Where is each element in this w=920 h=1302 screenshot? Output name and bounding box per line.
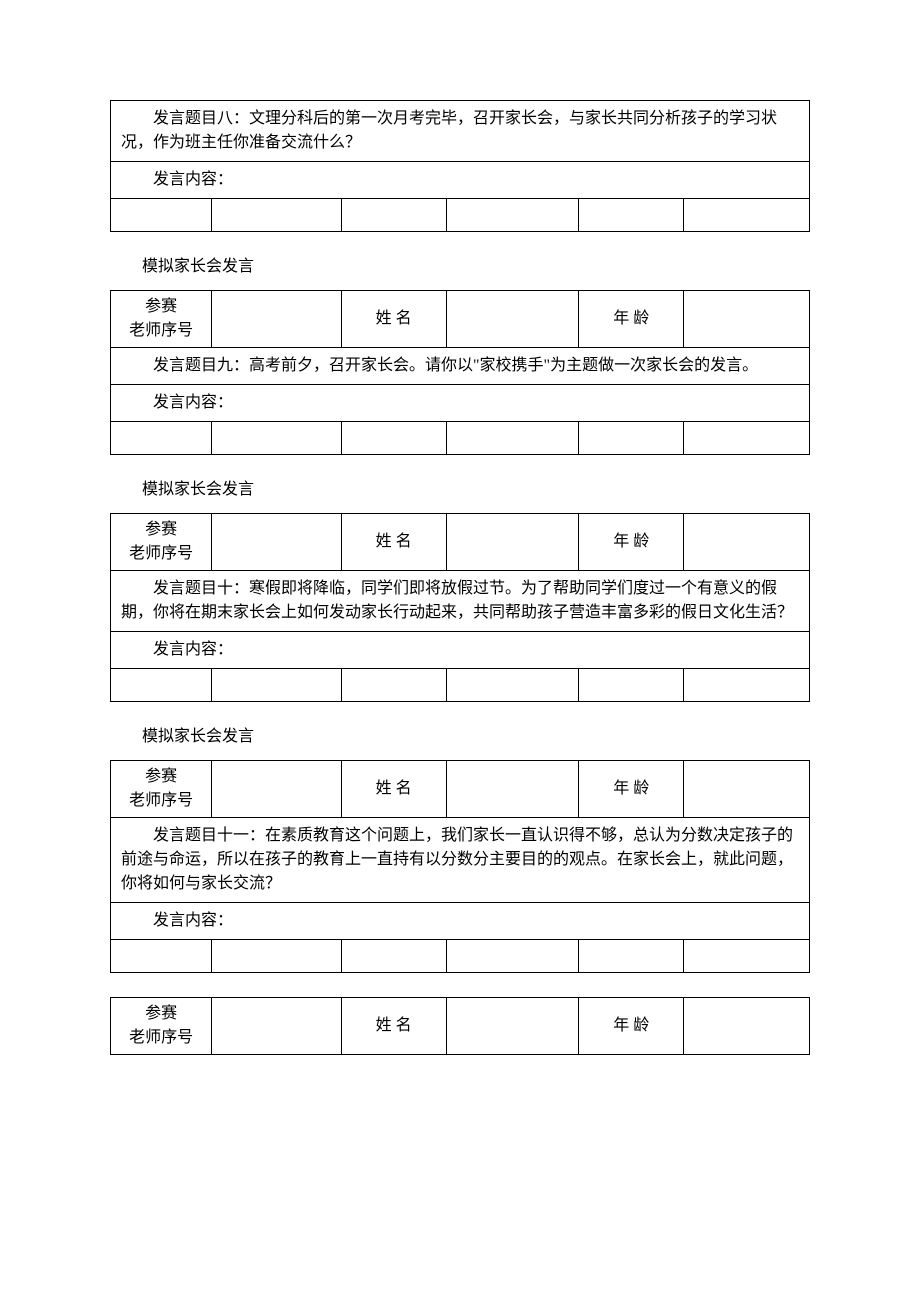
empty-cell — [446, 199, 579, 232]
empty-cell — [579, 940, 684, 973]
block-caption: 模拟家长会发言 — [110, 252, 810, 276]
table-row: 参赛 老师序号 姓 名 年 龄 — [111, 761, 810, 818]
topic-text: 发言题目十一：在素质教育这个问题上，我们家长一直认识得不够，总认为分数决定孩子的… — [121, 824, 799, 896]
table-row: 发言题目十：寒假即将降临，同学们即将放假过节。为了帮助同学们度过一个有意义的假期… — [111, 571, 810, 632]
age-value — [684, 998, 810, 1055]
contestant-no-label: 参赛 老师序号 — [111, 761, 212, 818]
speech-block-11: 参赛 老师序号 姓 名 年 龄 发言题目十一：在素质教育这个问题上，我们家长一直… — [110, 760, 810, 973]
table-row: 发言题目九：高考前夕，召开家长会。请你以"家校携手"为主题做一次家长会的发言。 — [111, 348, 810, 385]
empty-cell — [212, 940, 341, 973]
empty-cell — [341, 669, 446, 702]
contestant-no-label: 参赛 老师序号 — [111, 514, 212, 571]
empty-cell — [684, 669, 810, 702]
topic-text: 发言题目十：寒假即将降临，同学们即将放假过节。为了帮助同学们度过一个有意义的假期… — [121, 577, 799, 625]
empty-cell — [212, 422, 341, 455]
topic-cell: 发言题目九：高考前夕，召开家长会。请你以"家校携手"为主题做一次家长会的发言。 — [111, 348, 810, 385]
speech-block-next: 参赛 老师序号 姓 名 年 龄 — [110, 997, 810, 1055]
table-row — [111, 422, 810, 455]
empty-cell — [579, 199, 684, 232]
topic-text: 发言题目八：文理分科后的第一次月考完毕，召开家长会，与家长共同分析孩子的学习状况… — [121, 107, 799, 155]
empty-cell — [446, 940, 579, 973]
age-value — [684, 291, 810, 348]
table-row: 参赛 老师序号 姓 名 年 龄 — [111, 998, 810, 1055]
topic-cell: 发言题目十：寒假即将降临，同学们即将放假过节。为了帮助同学们度过一个有意义的假期… — [111, 571, 810, 632]
name-value — [446, 514, 579, 571]
empty-cell — [341, 199, 446, 232]
document-page: 发言题目八：文理分科后的第一次月考完毕，召开家长会，与家长共同分析孩子的学习状况… — [0, 0, 920, 1115]
table-row: 发言内容： — [111, 385, 810, 422]
table-row: 发言内容： — [111, 903, 810, 940]
contestant-no-value — [212, 761, 341, 818]
contestant-no-value — [212, 514, 341, 571]
table-row: 参赛 老师序号 姓 名 年 龄 — [111, 291, 810, 348]
table: 参赛 老师序号 姓 名 年 龄 — [110, 997, 810, 1055]
table-row — [111, 669, 810, 702]
empty-cell — [212, 669, 341, 702]
table-row — [111, 940, 810, 973]
table-row: 发言题目十一：在素质教育这个问题上，我们家长一直认识得不够，总认为分数决定孩子的… — [111, 818, 810, 903]
empty-cell — [341, 422, 446, 455]
table: 参赛 老师序号 姓 名 年 龄 发言题目十：寒假即将降临，同学们即将放假过节。为… — [110, 513, 810, 702]
table-row: 发言题目八：文理分科后的第一次月考完毕，召开家长会，与家长共同分析孩子的学习状况… — [111, 101, 810, 162]
table: 参赛 老师序号 姓 名 年 龄 发言题目十一：在素质教育这个问题上，我们家长一直… — [110, 760, 810, 973]
block-caption: 模拟家长会发言 — [110, 722, 810, 746]
topic-text: 发言题目九：高考前夕，召开家长会。请你以"家校携手"为主题做一次家长会的发言。 — [121, 354, 799, 378]
empty-cell — [111, 940, 212, 973]
topic-cell: 发言题目十一：在素质教育这个问题上，我们家长一直认识得不够，总认为分数决定孩子的… — [111, 818, 810, 903]
content-label-cell: 发言内容： — [111, 385, 810, 422]
empty-cell — [111, 422, 212, 455]
name-value — [446, 291, 579, 348]
name-value — [446, 761, 579, 818]
empty-cell — [579, 422, 684, 455]
table-row: 参赛 老师序号 姓 名 年 龄 — [111, 514, 810, 571]
empty-cell — [341, 940, 446, 973]
empty-cell — [446, 422, 579, 455]
age-label: 年 龄 — [579, 998, 684, 1055]
empty-cell — [446, 669, 579, 702]
content-label-cell: 发言内容： — [111, 632, 810, 669]
name-value — [446, 998, 579, 1055]
empty-cell — [212, 199, 341, 232]
contestant-no-label: 参赛 老师序号 — [111, 291, 212, 348]
contestant-no-value — [212, 998, 341, 1055]
empty-cell — [111, 669, 212, 702]
empty-cell — [111, 199, 212, 232]
table-row: 发言内容： — [111, 632, 810, 669]
table-row: 发言内容： — [111, 162, 810, 199]
empty-cell — [579, 669, 684, 702]
age-label: 年 龄 — [579, 761, 684, 818]
contestant-no-label: 参赛 老师序号 — [111, 998, 212, 1055]
block-caption: 模拟家长会发言 — [110, 475, 810, 499]
empty-cell — [684, 940, 810, 973]
table: 参赛 老师序号 姓 名 年 龄 发言题目九：高考前夕，召开家长会。请你以"家校携… — [110, 290, 810, 455]
spacer — [110, 973, 810, 997]
name-label: 姓 名 — [341, 761, 446, 818]
name-label: 姓 名 — [341, 514, 446, 571]
empty-cell — [684, 422, 810, 455]
age-value — [684, 761, 810, 818]
contestant-no-value — [212, 291, 341, 348]
speech-block-10: 参赛 老师序号 姓 名 年 龄 发言题目十：寒假即将降临，同学们即将放假过节。为… — [110, 513, 810, 702]
name-label: 姓 名 — [341, 998, 446, 1055]
age-value — [684, 514, 810, 571]
age-label: 年 龄 — [579, 514, 684, 571]
speech-block-8: 发言题目八：文理分科后的第一次月考完毕，召开家长会，与家长共同分析孩子的学习状况… — [110, 100, 810, 232]
age-label: 年 龄 — [579, 291, 684, 348]
name-label: 姓 名 — [341, 291, 446, 348]
content-label-cell: 发言内容： — [111, 903, 810, 940]
empty-cell — [684, 199, 810, 232]
content-label-cell: 发言内容： — [111, 162, 810, 199]
table-row — [111, 199, 810, 232]
table: 发言题目八：文理分科后的第一次月考完毕，召开家长会，与家长共同分析孩子的学习状况… — [110, 100, 810, 232]
topic-cell: 发言题目八：文理分科后的第一次月考完毕，召开家长会，与家长共同分析孩子的学习状况… — [111, 101, 810, 162]
speech-block-9: 参赛 老师序号 姓 名 年 龄 发言题目九：高考前夕，召开家长会。请你以"家校携… — [110, 290, 810, 455]
